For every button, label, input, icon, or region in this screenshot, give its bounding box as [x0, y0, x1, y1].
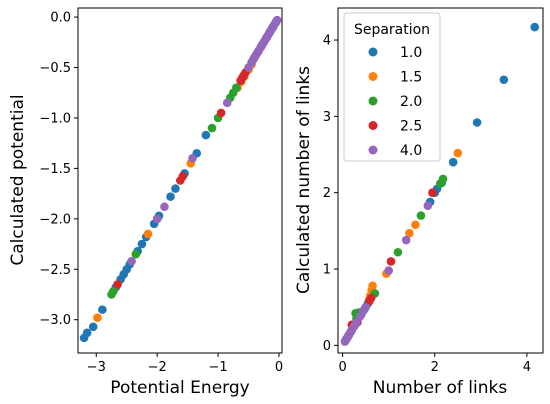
left-y-tick-label: −2.5 [39, 263, 71, 278]
right-x-axis-title: Number of links [373, 378, 508, 398]
legend-label-1.5: 1.5 [400, 70, 422, 86]
left-point-4-0 [127, 256, 136, 266]
right-point-1-1 [411, 220, 420, 230]
right-point-2-2 [416, 211, 426, 220]
left-point-0-2 [88, 322, 98, 332]
left-point-0-16 [171, 184, 180, 193]
left-y-ticks: −3.0 −2.5 −2.0 −1.5 −1.0 −0.5 0.0 [39, 11, 78, 328]
left-y-tick-label: −0.5 [39, 61, 71, 76]
left-point-2-7 [232, 83, 241, 92]
right-point-0-1 [499, 75, 509, 85]
left-point-4-26 [272, 15, 282, 25]
left-point-4-2 [160, 202, 169, 212]
right-x-tick-label: 4 [523, 360, 531, 375]
legend-marker-1.5 [368, 72, 378, 81]
legend-title: Separation [354, 22, 430, 38]
right-point-0-0 [530, 22, 540, 32]
left-point-0-3 [98, 305, 107, 314]
legend-items: 1.0 1.5 2.0 2.5 4.0 [368, 45, 422, 159]
right-x-tick-label: 0 [338, 360, 346, 375]
right-point-2-1 [435, 179, 445, 188]
left-y-tick-label: −3.0 [39, 313, 71, 328]
left-point-0-10 [137, 239, 147, 249]
right-point-1-0 [453, 148, 463, 158]
right-point-3-0 [428, 188, 437, 198]
right-x-ticks: 0 2 4 [338, 353, 531, 375]
left-y-axis-title: Calculated potential [8, 94, 28, 265]
right-point-4-15 [340, 337, 350, 346]
legend-label-4.0: 4.0 [400, 143, 422, 159]
left-y-tick-label: −1.0 [39, 111, 71, 126]
left-point-0-1 [82, 328, 92, 338]
right-y-tick-label: 2 [323, 186, 331, 201]
right-scatter-plot: 0 2 4 0 1 2 3 4 Number of links Calculated num… [294, 7, 544, 398]
right-y-ticks: 0 1 2 3 4 [323, 34, 338, 354]
right-x-tick-label: 2 [431, 360, 439, 375]
left-point-1-1 [143, 229, 153, 239]
right-point-4-1 [401, 235, 411, 245]
left-x-ticks: −3 −2 −1 0 [87, 353, 283, 375]
left-x-tick-label: 0 [275, 360, 283, 375]
right-point-4-2 [384, 266, 393, 275]
right-point-1-2 [405, 228, 414, 238]
left-point-4-1 [152, 214, 162, 224]
right-point-4-0 [423, 201, 433, 210]
legend-box [343, 12, 441, 162]
right-point-3-1 [386, 257, 396, 266]
left-point-2-2 [131, 249, 141, 259]
legend-marker-4.0 [368, 145, 378, 155]
left-x-axis-title: Potential Energy [110, 378, 249, 398]
left-x-tick-label: −1 [208, 360, 227, 375]
left-point-2-1 [109, 287, 118, 296]
right-point-0-2 [472, 118, 482, 127]
left-point-0-19 [201, 130, 211, 140]
legend: Separation 1.0 1.5 2.0 2.5 4.0 [343, 12, 441, 162]
right-y-axis-title: Calculated number of links [294, 66, 314, 294]
right-point-0-3 [448, 157, 458, 167]
left-point-3-0 [113, 280, 122, 289]
left-point-2-3 [207, 123, 217, 133]
left-y-tick-label: −1.5 [39, 162, 71, 177]
right-y-tick-label: 3 [323, 110, 331, 125]
left-y-tick-label: −2.0 [39, 212, 71, 227]
left-x-tick-label: −2 [148, 360, 167, 375]
left-axes-frame [77, 7, 283, 354]
left-point-4-3 [188, 154, 197, 163]
right-y-tick-label: 1 [323, 263, 331, 278]
legend-marker-2.5 [368, 121, 378, 130]
legend-label-1.0: 1.0 [400, 45, 422, 61]
left-scatter-plot: −3 −2 −1 0 −3.0 −2.5 −2.0 −1.5 −1.0 −0.5 0.0 Pote… [8, 7, 283, 398]
legend-label-2.5: 2.5 [400, 119, 422, 135]
left-points [79, 15, 282, 343]
legend-label-2.0: 2.0 [400, 94, 422, 110]
right-point-2-3 [393, 247, 403, 257]
legend-marker-2.0 [368, 96, 378, 106]
left-point-3-2 [178, 172, 188, 181]
left-point-3-3 [216, 108, 226, 118]
left-point-1-0 [93, 313, 102, 322]
legend-marker-1.0 [368, 47, 378, 57]
right-y-tick-label: 4 [323, 34, 331, 49]
left-point-0-15 [166, 192, 175, 201]
left-point-4-4 [222, 98, 232, 108]
left-x-tick-label: −3 [87, 360, 106, 375]
right-y-tick-label: 0 [323, 339, 331, 354]
right-axes-frame [337, 7, 544, 354]
left-y-tick-label: 0.0 [50, 11, 71, 26]
right-points [340, 22, 540, 346]
